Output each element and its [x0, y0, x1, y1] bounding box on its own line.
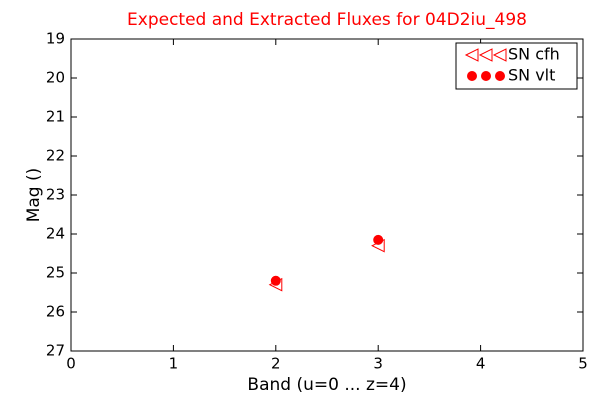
legend-frame [455, 42, 578, 90]
legend-label: SN cfh [508, 45, 560, 64]
legend-marker [467, 71, 477, 81]
y-tick-label: 19 [46, 30, 65, 48]
y-tick-label: 27 [46, 342, 65, 360]
legend-marker [481, 71, 491, 81]
x-tick-label: 0 [66, 355, 76, 373]
legend-marker [464, 48, 479, 62]
x-tick-label: 2 [271, 355, 281, 373]
x-tick-label: 3 [373, 355, 383, 373]
y-tick-label: 20 [46, 69, 65, 87]
marker-circle [373, 234, 384, 245]
y-tick-label: 22 [46, 147, 65, 165]
y-tick-label: 24 [46, 225, 65, 243]
legend-marker [495, 71, 505, 81]
chart-title: Expected and Extracted Fluxes for 04D2iu… [127, 10, 527, 30]
x-axis-label: Band (u=0 ... z=4) [247, 375, 406, 395]
legend: SN cfh SN vlt [455, 42, 578, 90]
x-tick-label: 5 [578, 355, 588, 373]
y-tick-label: 25 [46, 264, 65, 282]
y-axis-label: Mag () [24, 168, 44, 223]
legend-label: SN vlt [508, 66, 555, 85]
y-tick-label: 21 [46, 108, 65, 126]
x-tick-label: 1 [169, 355, 179, 373]
legend-marker [492, 48, 507, 62]
x-tick-label: 4 [476, 355, 486, 373]
legend-marker [478, 48, 493, 62]
marker-circle [270, 275, 281, 286]
y-tick-label: 23 [46, 186, 65, 204]
y-tick-label: 26 [46, 303, 65, 321]
